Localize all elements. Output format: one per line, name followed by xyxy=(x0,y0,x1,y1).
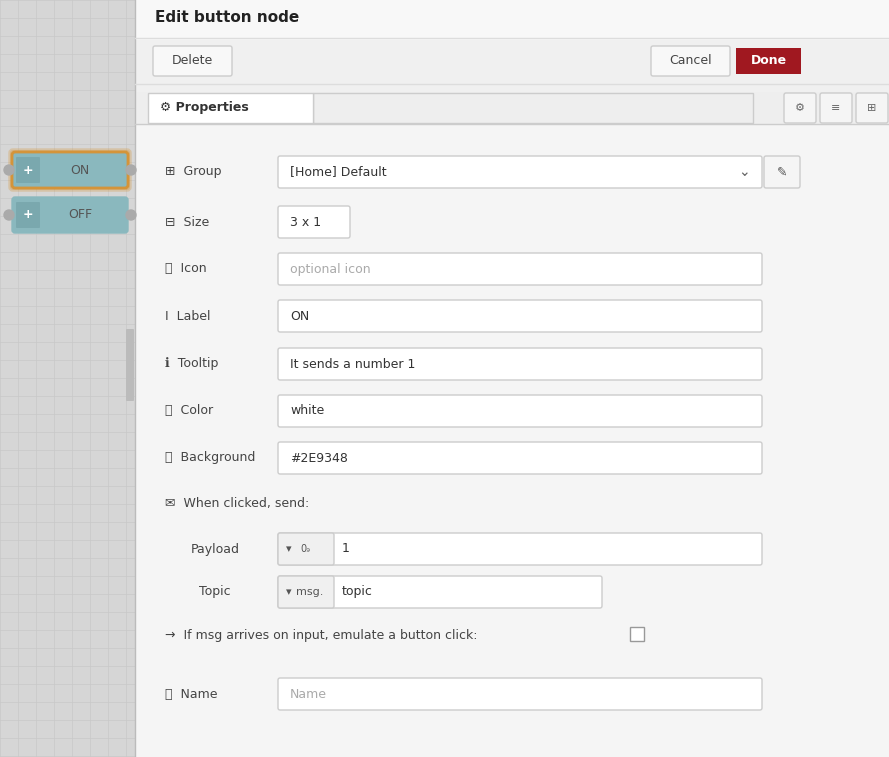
Text: →  If msg arrives on input, emulate a button click:: → If msg arrives on input, emulate a but… xyxy=(165,628,477,641)
Text: optional icon: optional icon xyxy=(290,263,371,276)
FancyBboxPatch shape xyxy=(278,395,762,427)
Text: Cancel: Cancel xyxy=(669,55,712,67)
Text: ≡: ≡ xyxy=(831,103,841,113)
Circle shape xyxy=(4,165,14,175)
FancyBboxPatch shape xyxy=(16,202,40,228)
FancyBboxPatch shape xyxy=(148,93,313,123)
Text: ✎: ✎ xyxy=(777,166,788,179)
Text: topic: topic xyxy=(342,585,372,599)
FancyBboxPatch shape xyxy=(651,46,730,76)
Text: 💧  Background: 💧 Background xyxy=(165,451,255,465)
Text: ℹ  Tooltip: ℹ Tooltip xyxy=(165,357,219,370)
Text: 💧  Color: 💧 Color xyxy=(165,404,213,418)
FancyBboxPatch shape xyxy=(278,442,762,474)
Text: Payload: Payload xyxy=(190,543,239,556)
FancyBboxPatch shape xyxy=(135,92,889,124)
FancyBboxPatch shape xyxy=(764,156,800,188)
Text: ▾: ▾ xyxy=(286,587,292,597)
FancyBboxPatch shape xyxy=(278,206,350,238)
Text: ⌄: ⌄ xyxy=(738,165,749,179)
FancyBboxPatch shape xyxy=(820,93,852,123)
Text: white: white xyxy=(290,404,324,418)
Text: ON: ON xyxy=(290,310,309,322)
FancyBboxPatch shape xyxy=(856,93,888,123)
Text: +: + xyxy=(23,164,33,176)
Text: Edit button node: Edit button node xyxy=(155,11,300,26)
FancyBboxPatch shape xyxy=(126,329,134,401)
Text: It sends a number 1: It sends a number 1 xyxy=(290,357,415,370)
FancyBboxPatch shape xyxy=(630,627,644,641)
Text: +: + xyxy=(23,208,33,222)
FancyBboxPatch shape xyxy=(16,157,40,183)
Text: ▾: ▾ xyxy=(286,544,292,554)
Text: ⊟  Size: ⊟ Size xyxy=(165,216,209,229)
Text: 3 x 1: 3 x 1 xyxy=(290,216,321,229)
FancyBboxPatch shape xyxy=(278,156,762,188)
FancyBboxPatch shape xyxy=(736,48,801,74)
FancyBboxPatch shape xyxy=(278,576,602,608)
Text: ON: ON xyxy=(70,164,90,176)
FancyBboxPatch shape xyxy=(0,0,135,757)
FancyBboxPatch shape xyxy=(278,533,334,565)
Text: msg.: msg. xyxy=(296,587,324,597)
Text: ⊞: ⊞ xyxy=(868,103,877,113)
Text: Done: Done xyxy=(750,55,787,67)
Circle shape xyxy=(126,165,136,175)
Text: ⚙: ⚙ xyxy=(795,103,805,113)
FancyBboxPatch shape xyxy=(278,300,762,332)
FancyBboxPatch shape xyxy=(313,93,753,123)
FancyBboxPatch shape xyxy=(278,678,762,710)
FancyBboxPatch shape xyxy=(12,197,128,233)
Text: OFF: OFF xyxy=(68,208,92,222)
FancyBboxPatch shape xyxy=(12,152,128,188)
Text: Name: Name xyxy=(290,687,327,700)
FancyBboxPatch shape xyxy=(278,348,762,380)
Text: ⚙ Properties: ⚙ Properties xyxy=(160,101,249,114)
Text: #2E9348: #2E9348 xyxy=(290,451,348,465)
Text: Delete: Delete xyxy=(172,55,213,67)
Text: 🏷  Name: 🏷 Name xyxy=(165,687,218,700)
Text: 1: 1 xyxy=(342,543,350,556)
Text: ✉  When clicked, send:: ✉ When clicked, send: xyxy=(165,497,309,510)
FancyBboxPatch shape xyxy=(278,253,762,285)
Text: 🖼  Icon: 🖼 Icon xyxy=(165,263,206,276)
FancyBboxPatch shape xyxy=(278,576,334,608)
Text: 0₉: 0₉ xyxy=(300,544,310,554)
FancyBboxPatch shape xyxy=(153,46,232,76)
FancyBboxPatch shape xyxy=(135,0,889,757)
Circle shape xyxy=(4,210,14,220)
FancyBboxPatch shape xyxy=(135,125,889,757)
FancyBboxPatch shape xyxy=(135,0,889,40)
Text: [Home] Default: [Home] Default xyxy=(290,166,387,179)
Text: ⊞  Group: ⊞ Group xyxy=(165,166,221,179)
FancyBboxPatch shape xyxy=(784,93,816,123)
FancyBboxPatch shape xyxy=(278,533,762,565)
Text: I  Label: I Label xyxy=(165,310,211,322)
FancyBboxPatch shape xyxy=(10,150,130,190)
Text: Topic: Topic xyxy=(199,585,231,599)
Circle shape xyxy=(126,210,136,220)
